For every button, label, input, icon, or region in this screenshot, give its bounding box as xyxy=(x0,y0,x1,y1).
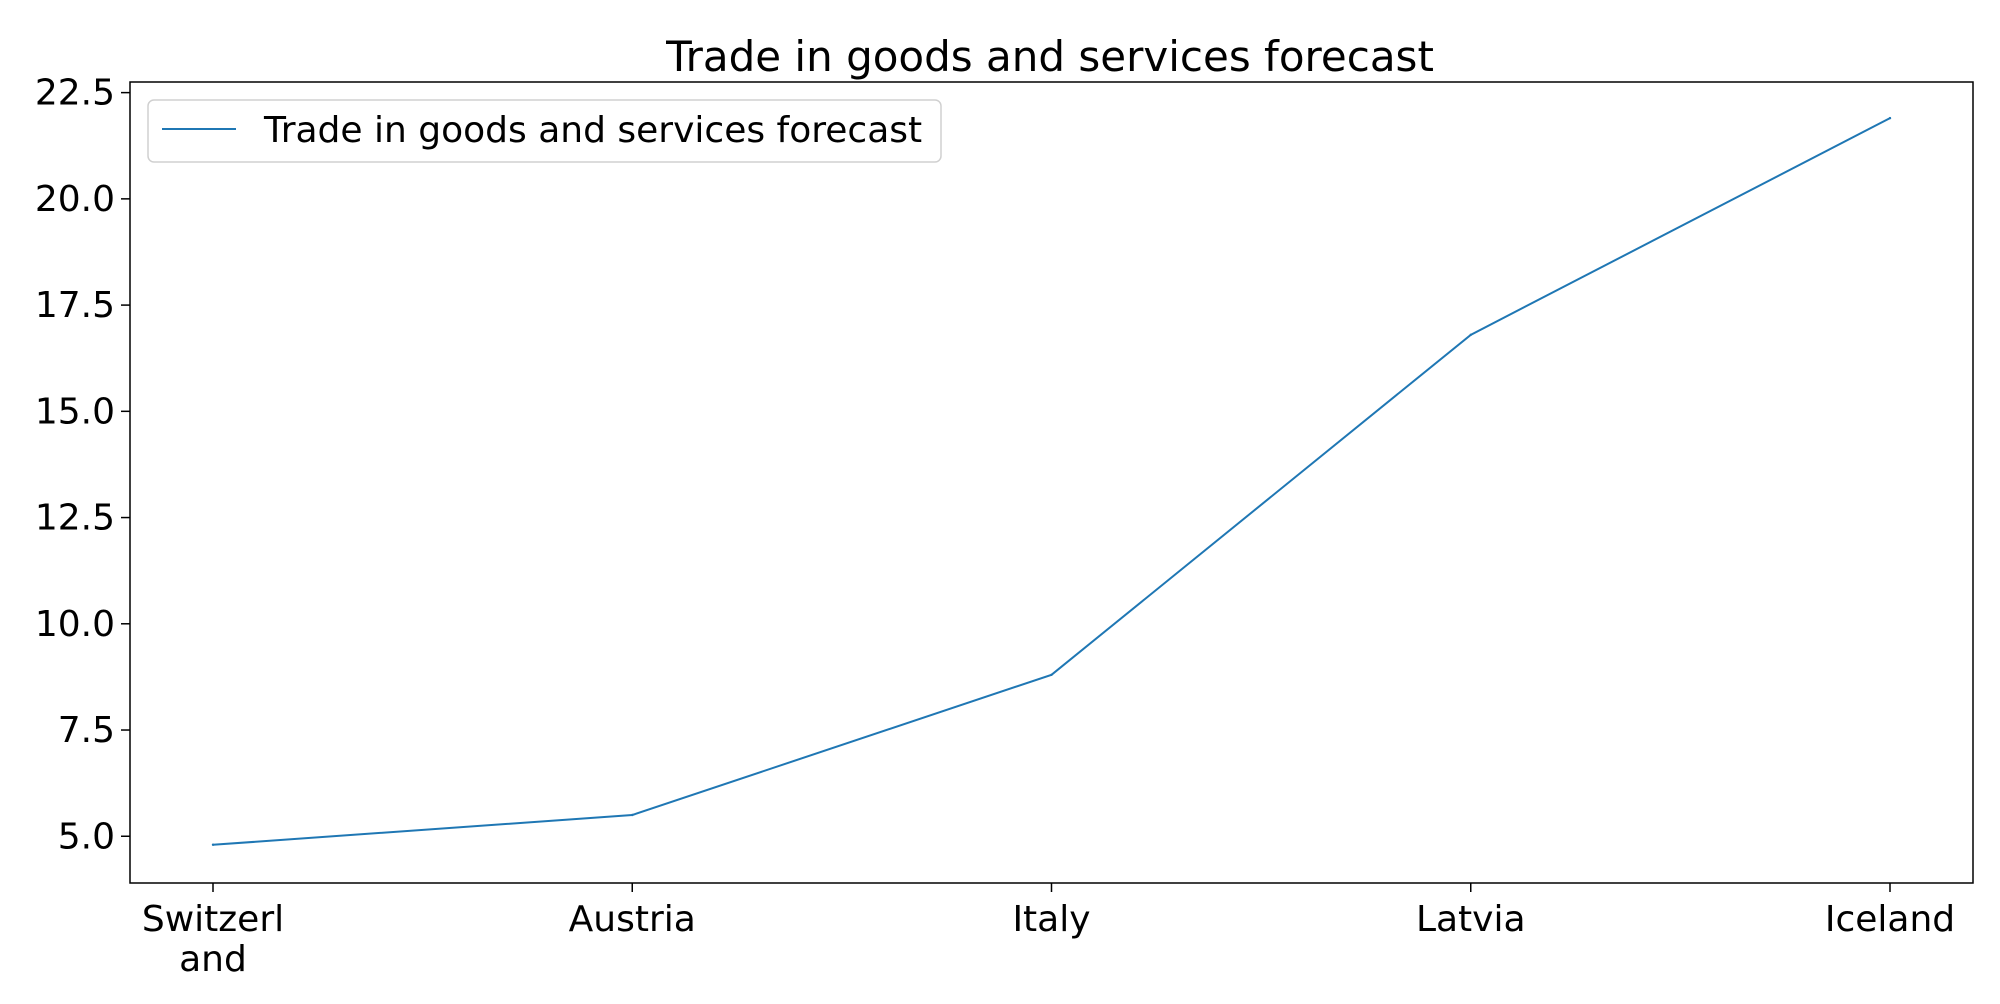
data-point xyxy=(1469,333,1472,337)
x-tick-label: Latvia xyxy=(1416,899,1526,940)
y-tick-label: 15.0 xyxy=(35,391,115,432)
x-tick-label: Austria xyxy=(569,899,696,940)
legend: Trade in goods and services forecast xyxy=(147,99,942,163)
data-point xyxy=(1050,673,1053,676)
y-tick-label: 12.5 xyxy=(35,498,115,539)
data-point xyxy=(1888,116,1892,120)
x-tick-label-line: Austria xyxy=(569,899,696,940)
x-tick-label-line: and xyxy=(179,939,247,980)
y-tick-label: 10.0 xyxy=(35,604,115,645)
series-line xyxy=(212,117,1891,846)
axes-frame xyxy=(129,81,1974,884)
plot-area: 5.0 7.5 10.0 12.5 15.0 17.5 20.0 22.5 Switzerl an… xyxy=(35,73,1974,980)
x-tick-label-line: Switzerl xyxy=(142,899,284,940)
x-tick-label-line: Iceland xyxy=(1825,899,1955,940)
y-tick-label: 7.5 xyxy=(58,710,115,751)
data-point xyxy=(631,813,634,817)
legend-frame xyxy=(147,99,942,163)
data-point xyxy=(211,843,215,846)
x-tick-label: Iceland xyxy=(1825,899,1955,940)
x-tick-label: Switzerl and xyxy=(142,899,284,980)
y-tick-label: 5.0 xyxy=(58,816,115,857)
chart-title: Trade in goods and services forecast xyxy=(665,32,1434,81)
x-tick-label-line: Italy xyxy=(1012,899,1090,940)
x-tick-label-line: Latvia xyxy=(1416,899,1526,940)
x-tick-label: Italy xyxy=(1012,899,1090,940)
y-tick-label: 22.5 xyxy=(35,73,115,114)
y-tick-label: 17.5 xyxy=(35,285,115,326)
y-tick-label: 20.0 xyxy=(35,179,115,220)
legend-label: Trade in goods and services forecast xyxy=(263,110,922,151)
